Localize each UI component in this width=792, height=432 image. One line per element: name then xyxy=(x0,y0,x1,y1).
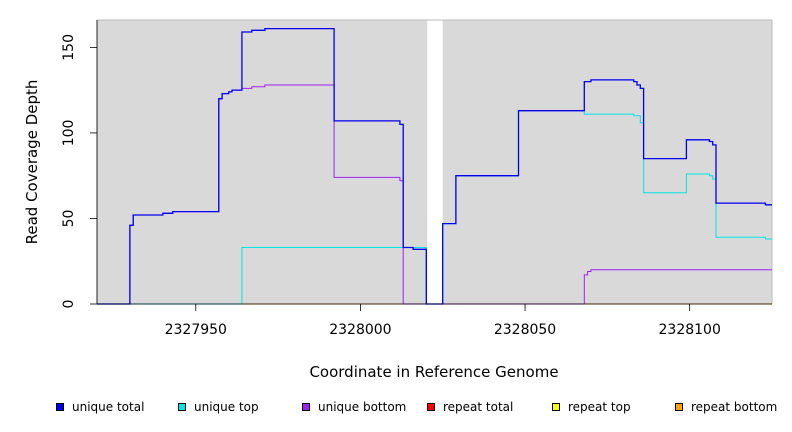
x-axis-title: Coordinate in Reference Genome xyxy=(309,363,558,381)
legend-item-unique-total: unique total xyxy=(56,400,144,414)
legend-swatch xyxy=(427,403,435,411)
legend: unique total unique top unique bottom repea… xyxy=(0,400,792,418)
legend-swatch xyxy=(178,403,186,411)
legend-swatch xyxy=(302,403,310,411)
y-tick-label: 0 xyxy=(61,300,77,309)
legend-label: unique top xyxy=(194,400,259,414)
legend-label: repeat bottom xyxy=(691,400,778,414)
axes: 2327950 2328000 2328050 2328100 0 50 100 150 xyxy=(61,20,772,338)
legend-swatch xyxy=(675,403,683,411)
y-axis-title: Read Coverage Depth xyxy=(23,80,41,245)
legend-label: repeat top xyxy=(568,400,631,414)
legend-label: unique total xyxy=(72,400,145,414)
x-tick-label: 2328050 xyxy=(494,322,556,338)
series-line-unique-total xyxy=(97,27,772,305)
legend-item-repeat-total: repeat total xyxy=(427,400,513,414)
y-tick-label: 100 xyxy=(61,120,77,147)
legend-item-repeat-top: repeat top xyxy=(552,400,631,414)
legend-label: repeat total xyxy=(443,400,514,414)
legend-item-unique-bottom: unique bottom xyxy=(302,400,406,414)
legend-item-unique-top: unique top xyxy=(178,400,259,414)
plot-panel-right xyxy=(442,20,772,304)
legend-label: unique bottom xyxy=(318,400,407,414)
legend-swatch xyxy=(552,403,560,411)
plot-background xyxy=(96,19,773,305)
y-tick-label: 150 xyxy=(61,34,77,61)
x-tick-label: 2328000 xyxy=(329,322,391,338)
y-tick-label: 50 xyxy=(61,210,77,228)
plot-panel-left xyxy=(97,20,428,304)
legend-item-repeat-bottom: repeat bottom xyxy=(675,400,777,414)
legend-swatch xyxy=(56,403,64,411)
x-tick-label: 2327950 xyxy=(165,322,227,338)
x-tick-label: 2328100 xyxy=(659,322,721,338)
